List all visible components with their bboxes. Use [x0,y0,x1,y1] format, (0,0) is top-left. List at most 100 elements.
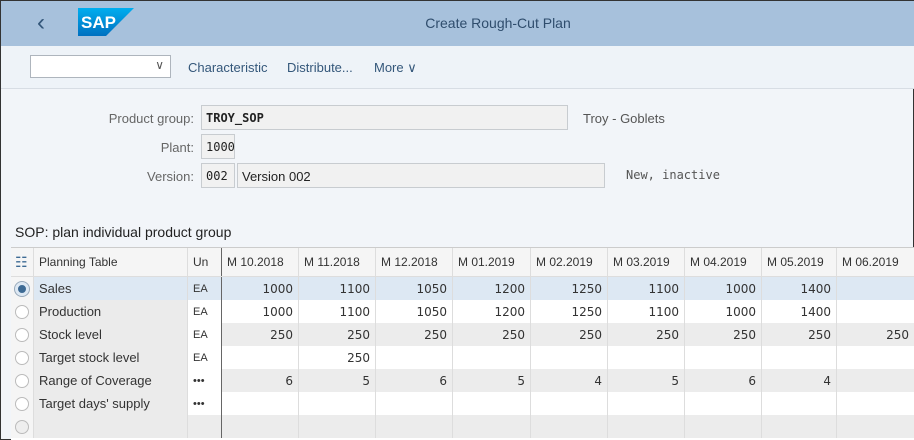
table-cell[interactable] [608,415,685,438]
row-label: Target days' supply [34,392,188,415]
table-cell[interactable]: 1400 [762,300,837,323]
table-cell[interactable]: 6 [222,369,299,392]
header-period[interactable]: M 05.2019 [762,248,837,276]
table-cell[interactable]: 250 [299,346,376,369]
table-cell[interactable]: 1100 [299,277,376,300]
table-cell[interactable]: 250 [531,323,608,346]
table-cell[interactable]: 1050 [376,277,453,300]
table-cell[interactable]: 1200 [453,300,531,323]
table-cell[interactable]: 6 [376,369,453,392]
table-cell[interactable]: 1100 [608,300,685,323]
table-cell[interactable]: 1100 [608,277,685,300]
table-cell[interactable] [837,415,914,438]
table-row[interactable]: Target days' supply ••• [11,392,914,415]
table-cell[interactable] [837,300,914,323]
row-radio[interactable] [11,346,34,369]
table-cell[interactable]: 1000 [685,300,762,323]
table-cell[interactable] [299,415,376,438]
table-cell[interactable]: 1250 [531,300,608,323]
table-cell[interactable] [376,346,453,369]
table-cell[interactable]: 1250 [531,277,608,300]
table-cell[interactable] [837,277,914,300]
table-row[interactable]: Target stock level EA 250 [11,346,914,369]
table-cell[interactable] [531,346,608,369]
table-cell[interactable]: 5 [299,369,376,392]
table-cell[interactable]: 1000 [222,300,299,323]
toolbar-dropdown[interactable]: ∨ [30,55,171,78]
table-cell[interactable] [685,392,762,415]
table-cell[interactable] [453,346,531,369]
table-cell[interactable]: 5 [608,369,685,392]
table-cell[interactable]: 1050 [376,300,453,323]
more-button[interactable]: More ∨ [374,60,417,76]
table-cell[interactable]: 1100 [299,300,376,323]
table-cell[interactable]: 250 [608,323,685,346]
table-cell[interactable] [762,415,837,438]
chevron-left-icon[interactable]: ‹ [37,9,45,36]
table-cell[interactable]: 4 [531,369,608,392]
distribute-button[interactable]: Distribute... [287,60,353,75]
characteristic-button[interactable]: Characteristic [188,60,268,75]
table-row[interactable]: Stock level EA 250 250 250 250 250 250 250 250 250 [11,323,914,346]
table-row[interactable]: Range of Coverage ••• 6 5 6 5 4 5 6 4 [11,369,914,392]
table-cell[interactable]: 1400 [762,277,837,300]
product-group-description: Troy - Goblets [583,111,665,126]
column-settings-icon[interactable]: ☷ [11,248,34,276]
table-cell[interactable]: 250 [376,323,453,346]
table-cell[interactable] [762,392,837,415]
plant-field[interactable]: 1000 [201,134,235,159]
version-field[interactable]: 002 [201,163,235,188]
table-cell[interactable] [837,346,914,369]
row-radio[interactable] [11,415,34,438]
row-unit: EA [188,346,222,369]
table-cell[interactable]: 5 [453,369,531,392]
table-cell[interactable]: 1000 [685,277,762,300]
table-cell[interactable] [453,392,531,415]
table-cell[interactable] [299,392,376,415]
table-cell[interactable] [837,369,914,392]
header-period[interactable]: M 10.2018 [222,248,299,276]
header-period[interactable]: M 11.2018 [299,248,376,276]
header-period[interactable]: M 12.2018 [376,248,453,276]
table-cell[interactable] [608,392,685,415]
table-cell[interactable]: 250 [685,323,762,346]
table-cell[interactable] [222,415,299,438]
header-period[interactable]: M 03.2019 [608,248,685,276]
table-cell[interactable]: 1000 [222,277,299,300]
table-cell[interactable]: 250 [762,323,837,346]
table-cell[interactable]: 250 [299,323,376,346]
table-cell[interactable] [762,346,837,369]
header-period[interactable]: M 02.2019 [531,248,608,276]
table-cell[interactable] [222,346,299,369]
table-cell[interactable] [608,346,685,369]
table-row[interactable]: Production EA 1000 1100 1050 1200 1250 1100 1000… [11,300,914,323]
table-cell[interactable] [531,392,608,415]
table-cell[interactable]: 4 [762,369,837,392]
table-header-row: ☷ Planning Table Un M 10.2018 M 11.2018 M 12.… [11,248,914,277]
header-period[interactable]: M 01.2019 [453,248,531,276]
row-radio[interactable] [11,323,34,346]
table-cell[interactable]: 250 [222,323,299,346]
table-cell[interactable] [685,415,762,438]
header-period[interactable]: M 04.2019 [685,248,762,276]
row-label: Target stock level [34,346,188,369]
table-cell[interactable] [837,392,914,415]
product-group-field[interactable]: TROY_SOP [201,105,568,130]
table-cell[interactable] [222,392,299,415]
table-cell[interactable]: 250 [837,323,914,346]
table-cell[interactable]: 250 [453,323,531,346]
table-row[interactable] [11,415,914,438]
row-radio[interactable] [11,300,34,323]
table-cell[interactable] [376,392,453,415]
table-cell[interactable] [453,415,531,438]
table-cell[interactable] [376,415,453,438]
row-radio[interactable] [11,369,34,392]
row-radio[interactable] [11,277,34,300]
table-row[interactable]: Sales EA 1000 1100 1050 1200 1250 1100 1000 1400 [11,277,914,300]
table-cell[interactable]: 1200 [453,277,531,300]
row-radio[interactable] [11,392,34,415]
header-period[interactable]: M 06.2019 [837,248,914,276]
table-cell[interactable] [531,415,608,438]
table-cell[interactable] [685,346,762,369]
table-cell[interactable]: 6 [685,369,762,392]
